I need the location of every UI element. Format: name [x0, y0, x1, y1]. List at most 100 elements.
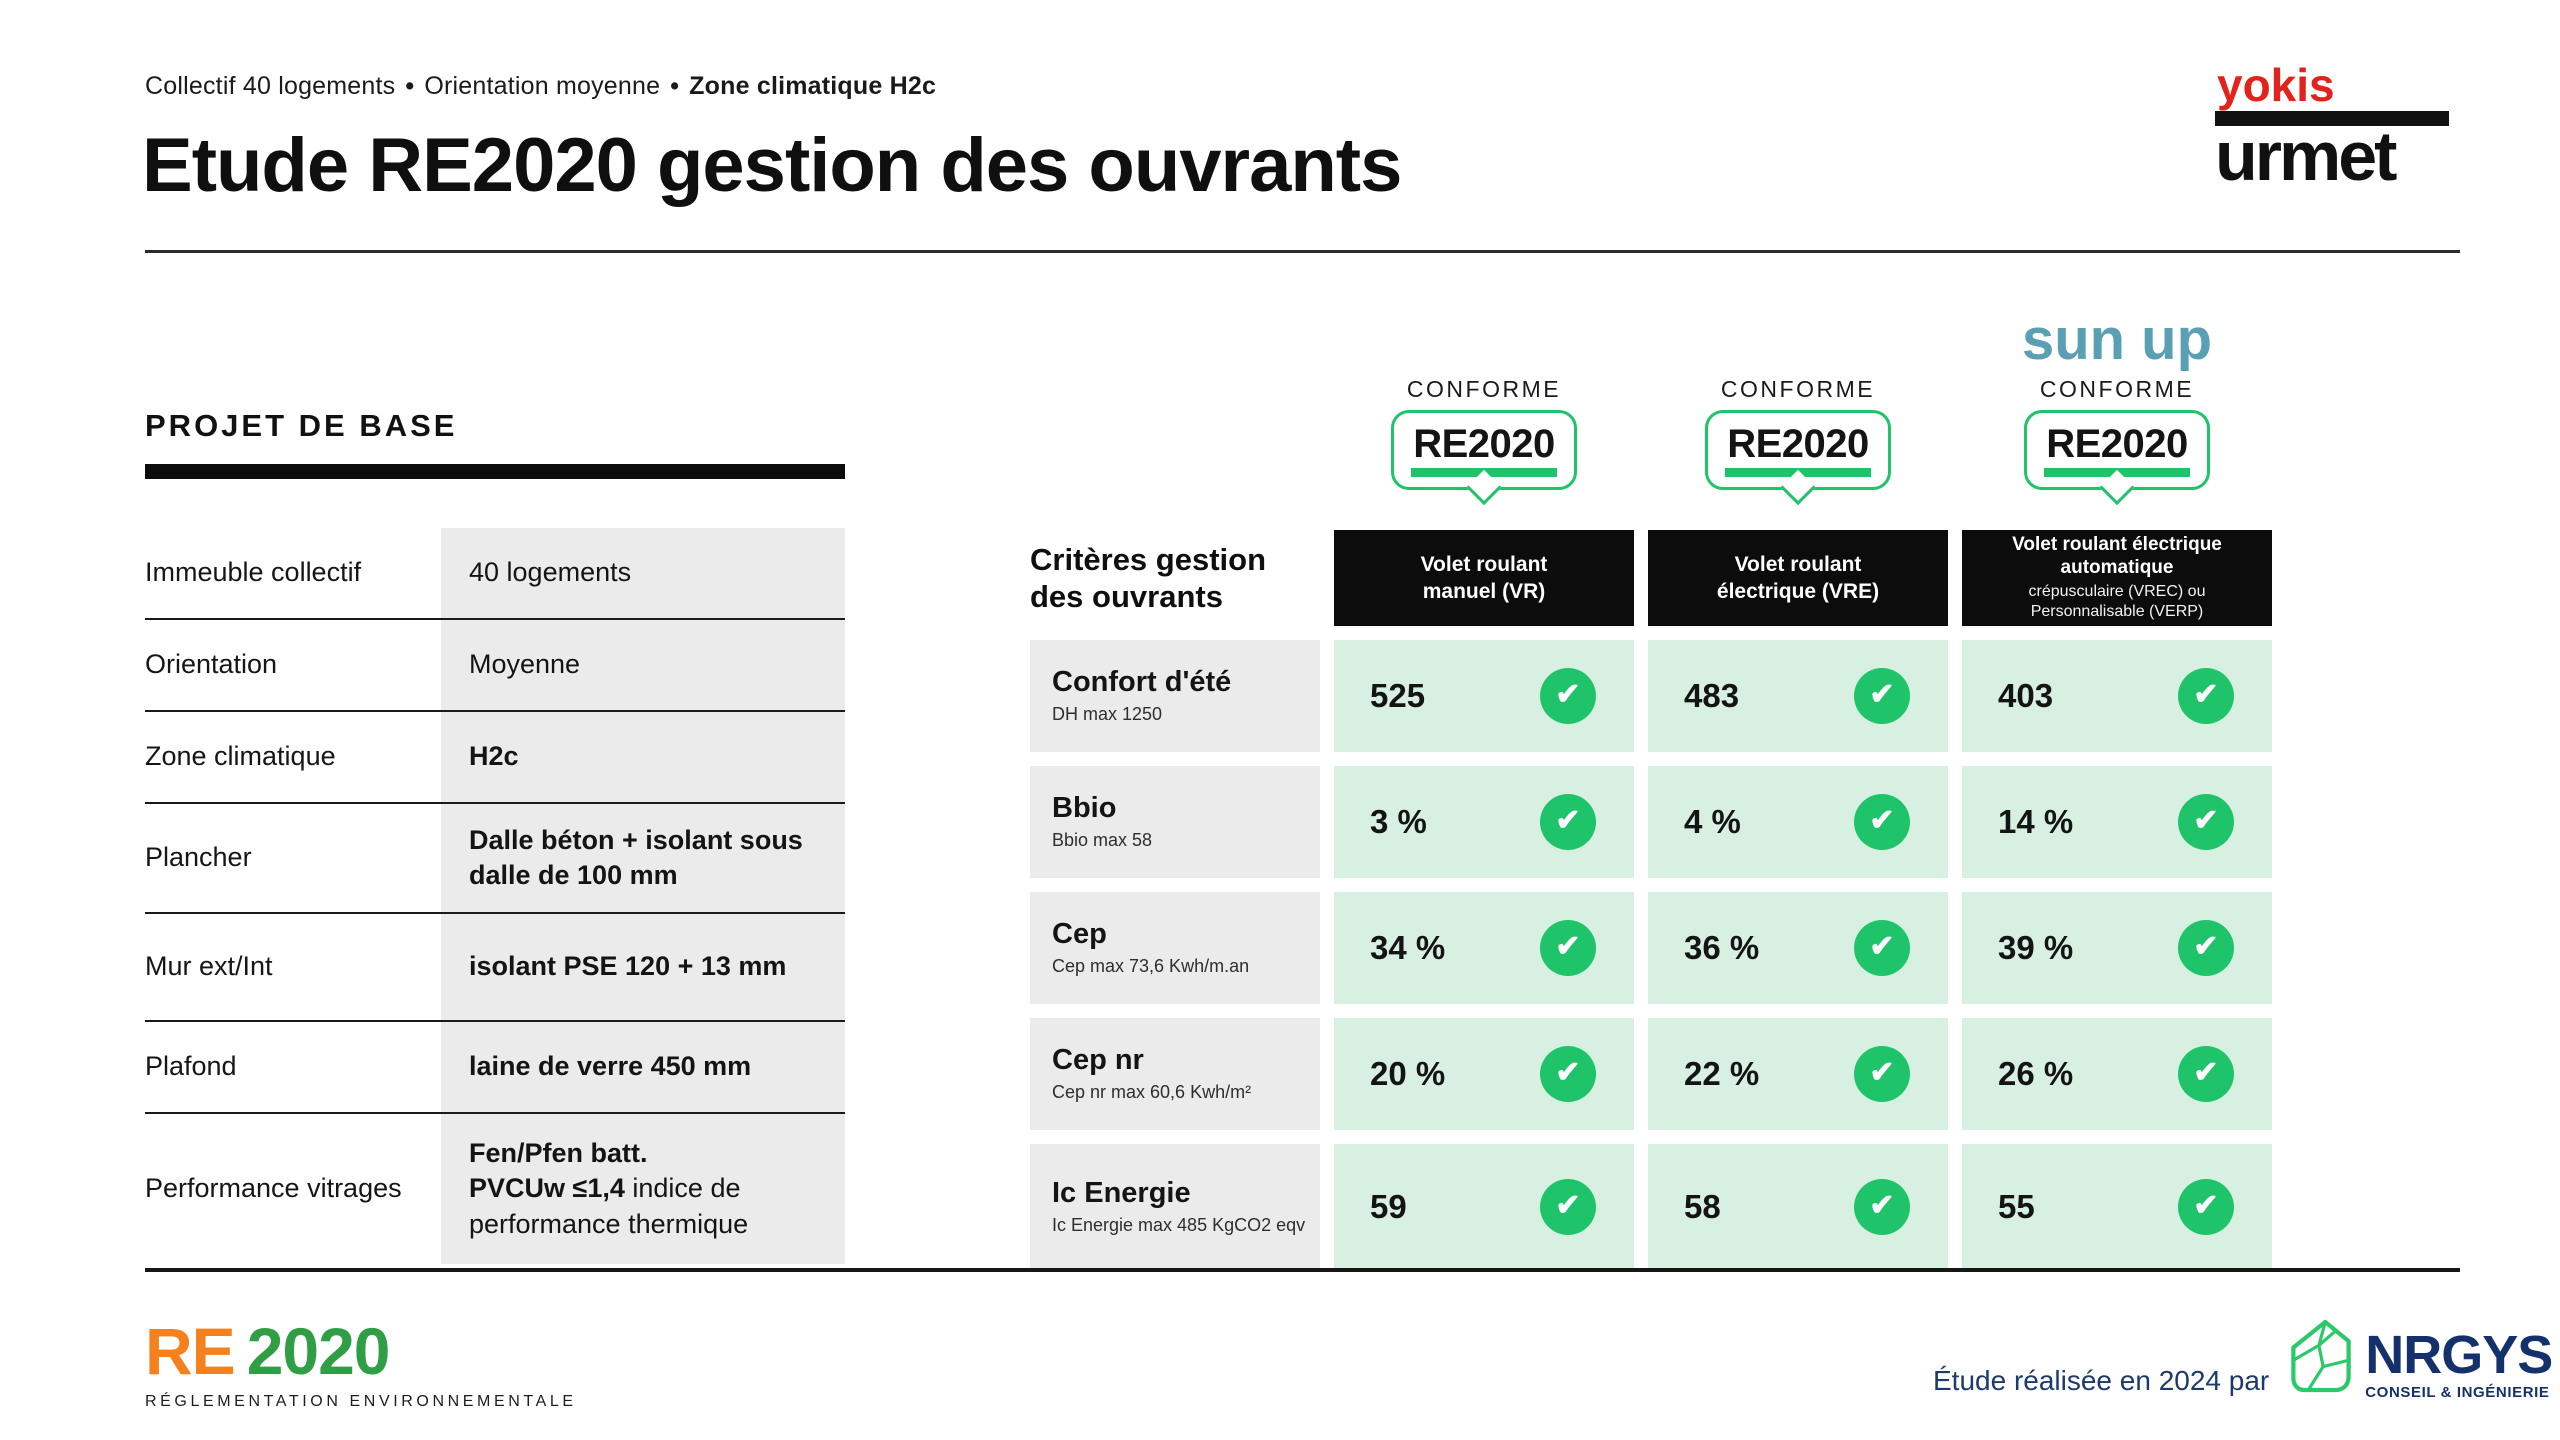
check-icon: ✔	[1854, 1179, 1910, 1235]
value: 483	[1684, 677, 1740, 714]
table-bottom-divider	[145, 1268, 2460, 1272]
criteria-heading: Critères gestion des ouvrants	[1030, 541, 1267, 614]
nrgys-logo-name: NRGYS	[2365, 1325, 2553, 1386]
yokis-logo-text: yokis	[2217, 59, 2335, 111]
value: 55	[1998, 1188, 2035, 1225]
value: 403	[1998, 677, 2054, 714]
value: 26 %	[1998, 1055, 2074, 1092]
check-icon: ✔	[2178, 668, 2234, 724]
value: 22 %	[1684, 1055, 1760, 1092]
row-value: 40 logements	[441, 528, 845, 618]
re2020-conformity-badge: RE2020	[1391, 410, 1577, 490]
table-row: Zone climatique H2c	[145, 712, 845, 804]
breadcrumb: Collectif 40 logements • Orientation moyen…	[145, 72, 936, 101]
bullet-separator: •	[405, 72, 415, 100]
row-value: isolant PSE 120 + 13 mm	[441, 914, 845, 1020]
criterion-bbio: Bbio Bbio max 58	[1030, 766, 1320, 878]
conforme-label: CONFORME	[1406, 376, 1562, 402]
criterion-cep-nr: Cep nr Cep nr max 60,6 Kwh/m²	[1030, 1018, 1320, 1130]
check-icon: ✔	[2178, 794, 2234, 850]
check-icon: ✔	[2178, 1179, 2234, 1235]
nrgys-logo-tagline: CONSEIL & INGÉNIERIE	[2365, 1384, 2550, 1401]
check-icon: ✔	[2178, 920, 2234, 976]
check-icon: ✔	[1540, 668, 1596, 724]
urmet-logo-bar	[2215, 111, 2449, 126]
row-label: Immeuble collectif	[145, 557, 362, 588]
re2020-logo-year: 2020	[246, 1314, 391, 1388]
value-cell: 483 ✔	[1648, 640, 1948, 752]
value-cell: 55 ✔	[1962, 1144, 2272, 1270]
badge-underline	[2044, 467, 2190, 477]
check-icon: ✔	[2178, 1046, 2234, 1102]
row-label: Plancher	[145, 842, 252, 873]
value-cell: 14 % ✔	[1962, 766, 2272, 878]
value: 4 %	[1684, 803, 1741, 840]
row-value: laine de verre 450 mm	[441, 1022, 845, 1112]
value: 14 %	[1998, 803, 2074, 840]
re2020-logo: RE 2020 RÉGLEMENTATION ENVIRONNEMENTALE	[145, 1318, 577, 1411]
value: 36 %	[1684, 929, 1760, 966]
row-label: Zone climatique	[145, 741, 336, 772]
row-value: Fen/Pfen batt. PVCUw ≤1,4 indice de perf…	[441, 1114, 845, 1264]
criterion-confort-ete: Confort d'été DH max 1250	[1030, 640, 1320, 752]
conforme-label: CONFORME	[1720, 376, 1876, 402]
table-row: Immeuble collectif 40 logements	[145, 528, 845, 620]
table-row: Performance vitrages Fen/Pfen batt. PVCU…	[145, 1114, 845, 1264]
badge-label: RE2020	[1413, 421, 1555, 466]
value: 39 %	[1998, 929, 2074, 966]
sunup-logo-text: sun up	[2021, 307, 2213, 372]
value-cell: 26 % ✔	[1962, 1018, 2272, 1130]
value-cell: 525 ✔	[1334, 640, 1634, 752]
re2020-conformity-badge: RE2020	[1705, 410, 1891, 490]
value-cell: 22 % ✔	[1648, 1018, 1948, 1130]
criterion-cep: Cep Cep max 73,6 Kwh/m.an	[1030, 892, 1320, 1004]
projet-de-base-heading: PROJET DE BASE	[145, 408, 458, 443]
re2020-conformity-badge: RE2020	[2024, 410, 2210, 490]
value-cell: 39 % ✔	[1962, 892, 2272, 1004]
check-icon: ✔	[1540, 1179, 1596, 1235]
check-icon: ✔	[1854, 794, 1910, 850]
breadcrumb-item-orientation: Orientation moyenne	[424, 72, 661, 100]
criteria-table: Critères gestion des ouvrants Volet roul…	[1030, 530, 2272, 1270]
bullet-separator: •	[670, 72, 680, 100]
row-label: Orientation	[145, 649, 278, 680]
re2020-logo-caption: RÉGLEMENTATION ENVIRONNEMENTALE	[145, 1393, 577, 1410]
row-value: Moyenne	[441, 620, 845, 710]
credit-block: Étude réalisée en 2024 par NRGYS CONSEIL…	[1933, 1316, 2553, 1401]
row-label: Performance vitrages	[145, 1173, 402, 1204]
table-row: Plafond laine de verre 450 mm	[145, 1022, 845, 1114]
breadcrumb-item-zone: Zone climatique H2c	[689, 72, 937, 100]
value-cell: 34 % ✔	[1334, 892, 1634, 1004]
value-cell: 4 % ✔	[1648, 766, 1948, 878]
value: 58	[1684, 1188, 1721, 1225]
value: 59	[1370, 1188, 1407, 1225]
value: 34 %	[1370, 929, 1446, 966]
nrgys-house-icon	[2287, 1316, 2355, 1401]
badge-underline	[1725, 467, 1871, 477]
value-cell: 58 ✔	[1648, 1144, 1948, 1270]
urmet-logo-text: urmet	[2215, 117, 2397, 195]
value: 525	[1370, 677, 1426, 714]
table-row: Mur ext/Int isolant PSE 120 + 13 mm	[145, 914, 845, 1022]
projet-heading-underline	[145, 464, 845, 479]
value: 20 %	[1370, 1055, 1446, 1092]
column-header-volet-automatique: Volet roulant électrique automatique cré…	[1962, 530, 2272, 626]
header-divider	[145, 250, 2460, 253]
table-row: Plancher Dalle béton + isolant sous dall…	[145, 804, 845, 914]
value-cell: 20 % ✔	[1334, 1018, 1634, 1130]
yokis-urmet-logo: yokis urmet	[2215, 59, 2449, 195]
column-header-volet-electrique: Volet roulant électrique (VRE)	[1648, 530, 1948, 626]
row-value: H2c	[441, 712, 845, 802]
credit-text: Étude réalisée en 2024 par	[1933, 1365, 2270, 1396]
check-icon: ✔	[1854, 1046, 1910, 1102]
re2020-logo-re: RE	[145, 1314, 236, 1388]
value: 3 %	[1370, 803, 1427, 840]
check-icon: ✔	[1540, 920, 1596, 976]
badge-label: RE2020	[1727, 421, 1869, 466]
projet-table: Immeuble collectif 40 logements Orientat…	[145, 528, 845, 1264]
column-header-volet-manuel: Volet roulant manuel (VR)	[1334, 530, 1634, 626]
breadcrumb-item-collectif: Collectif 40 logements	[145, 72, 396, 100]
value-cell: 3 % ✔	[1334, 766, 1634, 878]
check-icon: ✔	[1854, 668, 1910, 724]
